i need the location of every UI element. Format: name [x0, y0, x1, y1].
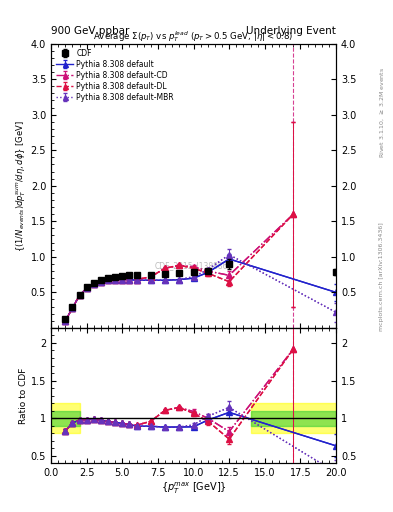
Bar — [51, 411, 79, 426]
Text: Underlying Event: Underlying Event — [246, 26, 336, 36]
Y-axis label: Ratio to CDF: Ratio to CDF — [19, 368, 28, 424]
Text: 900 GeV ppbar: 900 GeV ppbar — [51, 26, 129, 36]
Text: mcplots.cern.ch [arXiv:1306.3436]: mcplots.cern.ch [arXiv:1306.3436] — [380, 222, 384, 331]
Text: Rivet 3.1.10, $\geq$ 3.2M events: Rivet 3.1.10, $\geq$ 3.2M events — [378, 67, 386, 158]
Title: Average $\Sigma(p_T)$ vs $p_T^{lead}$ ($p_T > 0.5$ GeV, $|\eta| < 0.8$): Average $\Sigma(p_T)$ vs $p_T^{lead}$ ($… — [94, 29, 294, 44]
Bar — [251, 403, 336, 433]
Legend: CDF, Pythia 8.308 default, Pythia 8.308 default-CD, Pythia 8.308 default-DL, Pyt: CDF, Pythia 8.308 default, Pythia 8.308 … — [55, 47, 175, 103]
X-axis label: $\{p_T^{max}$ [GeV]$\}$: $\{p_T^{max}$ [GeV]$\}$ — [161, 481, 226, 497]
Text: CDF_2015_I1388868: CDF_2015_I1388868 — [154, 261, 233, 270]
Bar — [51, 403, 79, 433]
Bar — [251, 411, 336, 426]
Y-axis label: $\{(1/N_{events}) dp_T^{sum}/d\eta, d\phi\}$ [GeV]: $\{(1/N_{events}) dp_T^{sum}/d\eta, d\ph… — [15, 120, 28, 251]
